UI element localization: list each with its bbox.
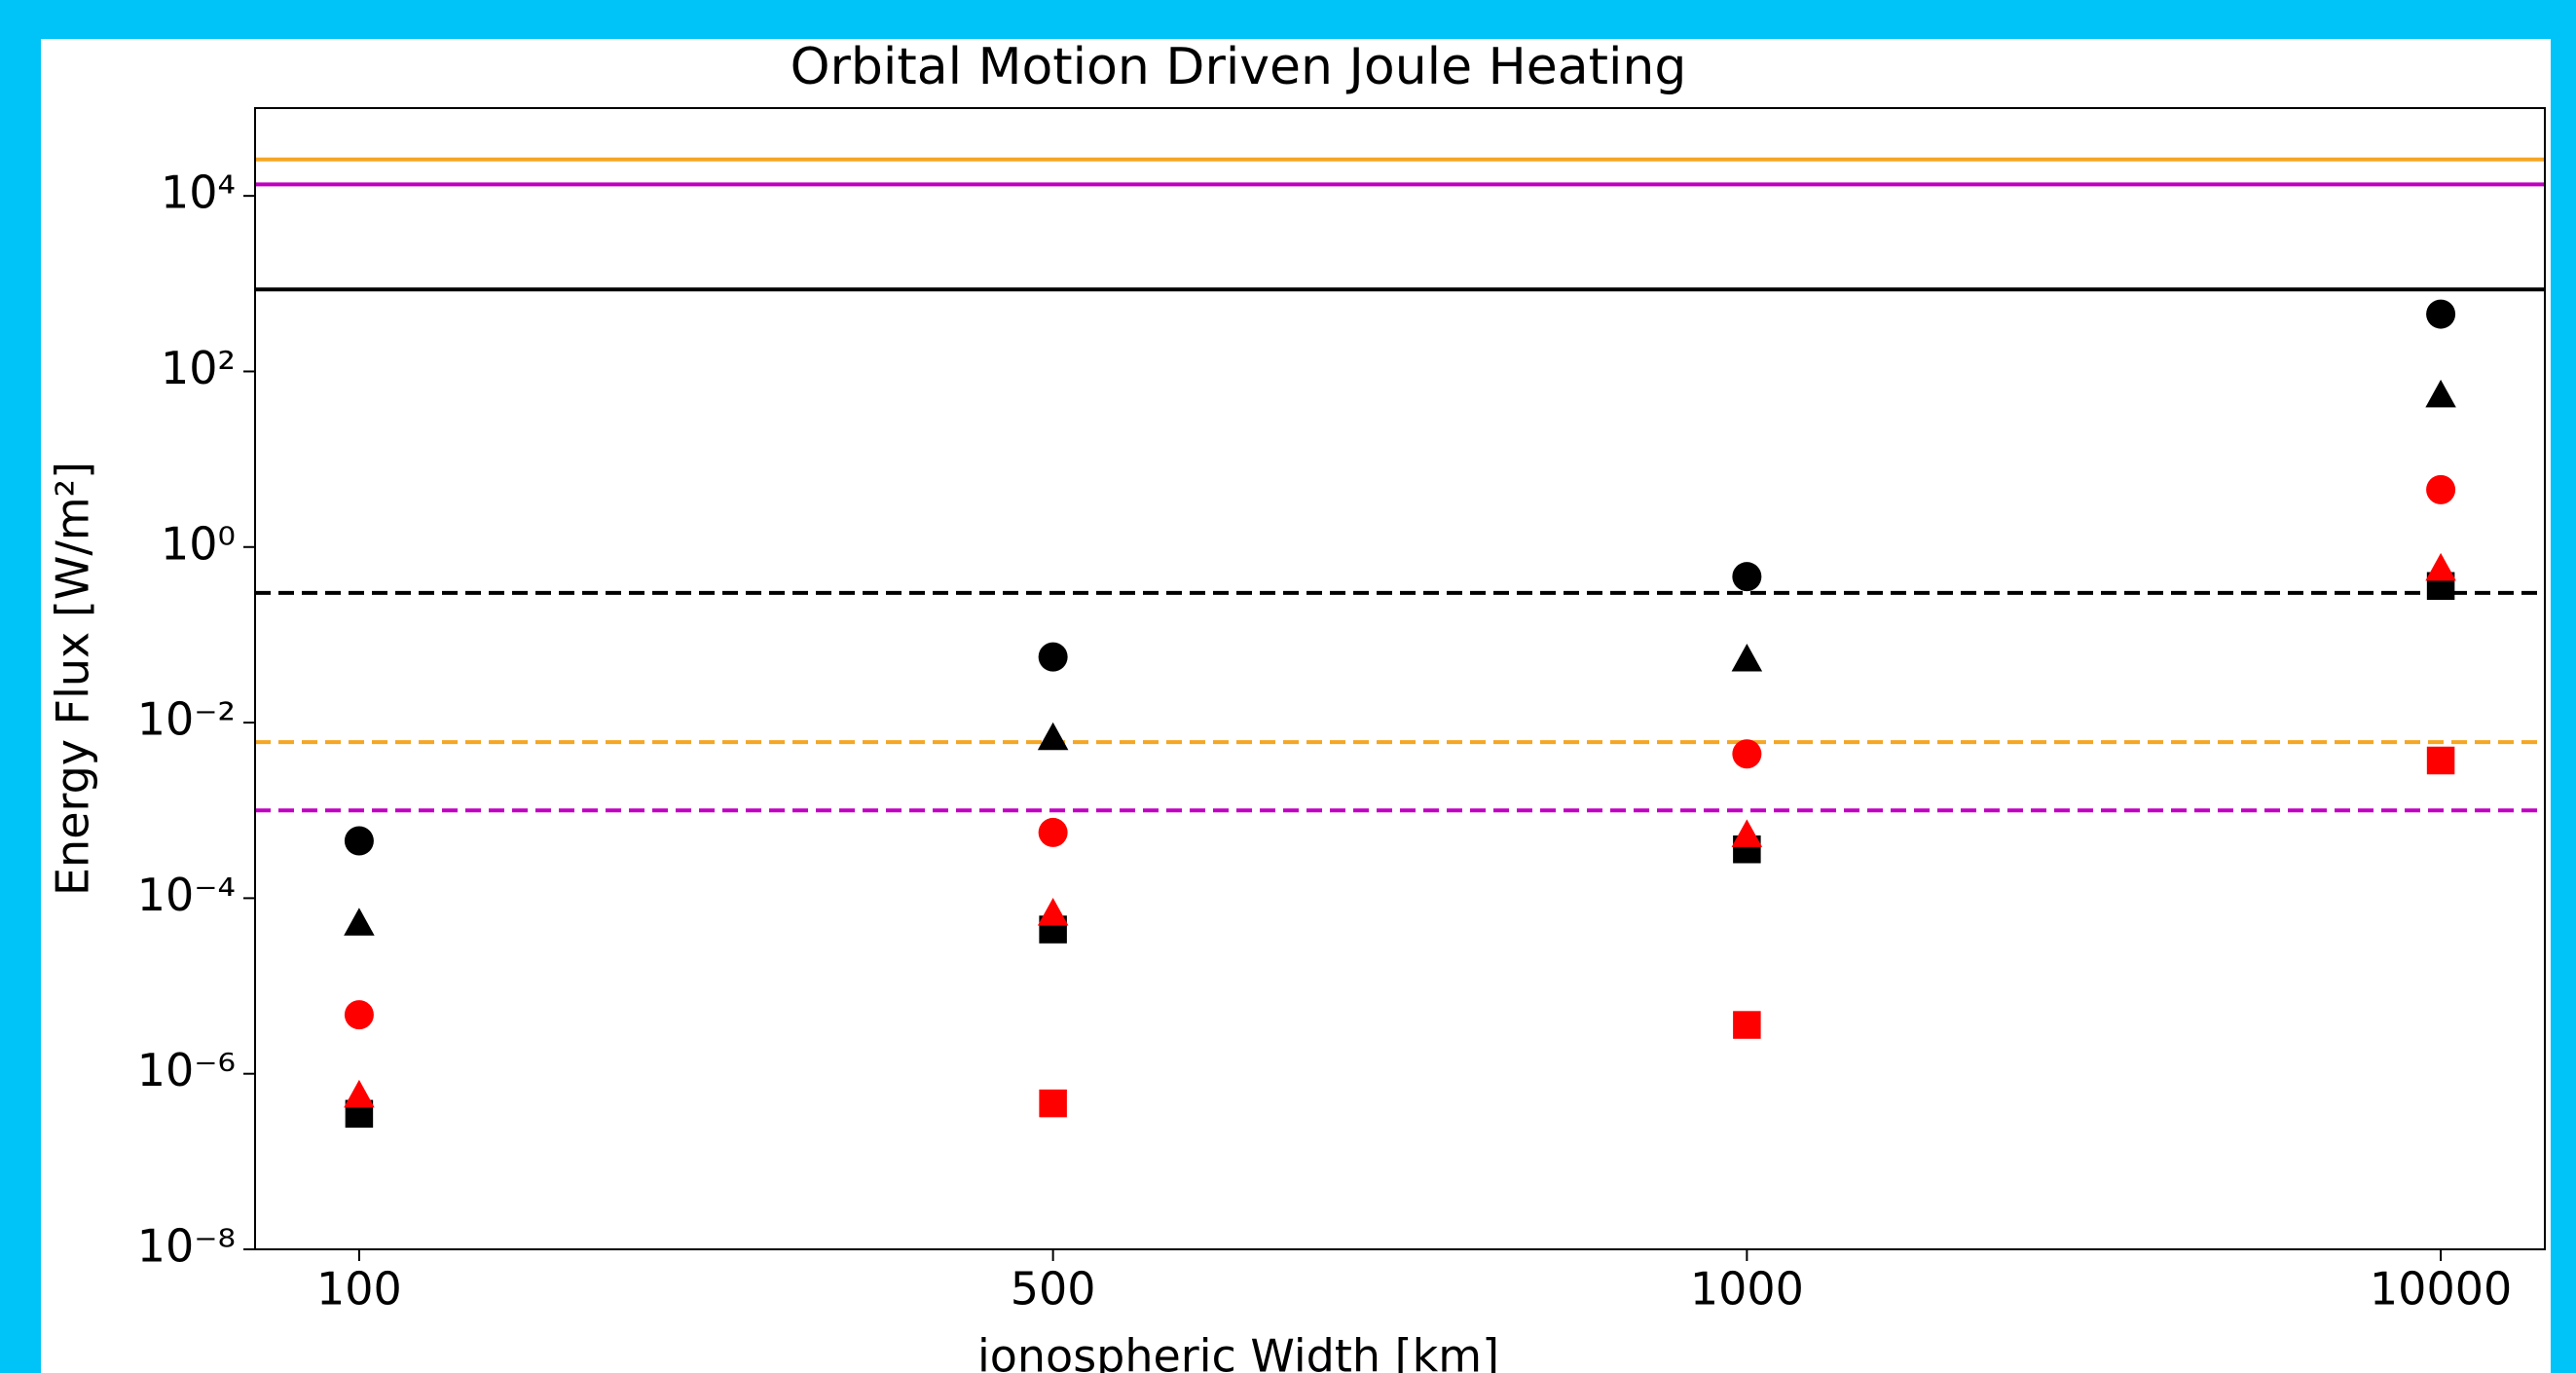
- point: [344, 1000, 374, 1030]
- y-tick-label: 10⁴: [161, 167, 236, 219]
- y-tick-label: 10⁻⁴: [137, 869, 236, 921]
- y-tick-label: 10⁰: [161, 517, 236, 570]
- x-tick-label: 100: [316, 1263, 402, 1316]
- point: [1037, 898, 1069, 926]
- point: [2426, 474, 2456, 504]
- chart-title: Orbital Motion Driven Joule Heating: [791, 38, 1687, 96]
- point: [1733, 1011, 1761, 1039]
- y-tick-label: 10⁻⁶: [137, 1044, 236, 1096]
- point: [1038, 642, 1068, 672]
- point: [344, 908, 375, 936]
- point: [1731, 644, 1763, 672]
- point: [2425, 552, 2456, 581]
- x-axis-label: ionospheric Width [km]: [977, 1330, 1499, 1373]
- x-tick-label: 500: [1011, 1263, 1096, 1316]
- y-axis-label: Energy Flux [W/m²]: [47, 462, 99, 896]
- y-tick-label: 10⁻⁸: [137, 1220, 236, 1273]
- point: [1731, 819, 1763, 847]
- y-tick-label: 10⁻²: [137, 693, 236, 746]
- plot-frame: [254, 107, 2546, 1250]
- point: [1037, 722, 1069, 751]
- point: [1038, 817, 1068, 847]
- point: [2426, 746, 2455, 775]
- panel: [41, 39, 2551, 1373]
- x-tick-label: 10000: [2370, 1263, 2512, 1316]
- x-tick-label: 1000: [1690, 1263, 1804, 1316]
- point: [344, 1079, 375, 1108]
- point: [1732, 562, 1762, 592]
- point: [2425, 379, 2456, 408]
- y-tick-label: 10²: [161, 342, 236, 394]
- point: [1732, 739, 1762, 769]
- point: [1039, 1089, 1067, 1118]
- point: [344, 826, 374, 856]
- point: [2426, 299, 2456, 329]
